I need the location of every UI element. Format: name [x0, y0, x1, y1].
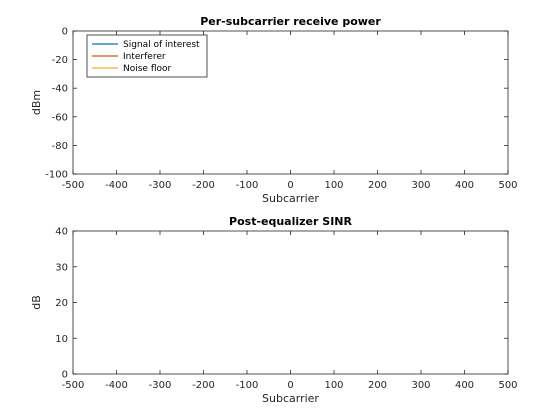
sinr-x-tick-label: -300: [149, 380, 172, 391]
sinr-x-tick-label: 100: [324, 380, 343, 391]
sinr-x-tick-label: -400: [105, 380, 128, 391]
power-x-tick-label: -400: [105, 180, 128, 191]
power-legend-entry: Interferer: [123, 52, 166, 62]
sinr-y-tick-label: 0: [62, 370, 68, 381]
sinr-x-tick-label: 400: [455, 380, 474, 391]
power-x-axis-label: Subcarrier: [262, 192, 319, 205]
sinr-chart-title: Post-equalizer SINR: [229, 215, 352, 228]
sinr-x-tick-label: 0: [287, 380, 293, 391]
power-x-tick-label: 200: [368, 180, 387, 191]
power-x-tick-label: -200: [192, 180, 215, 191]
sinr-x-tick-label: 200: [368, 380, 387, 391]
sinr-y-tick-label: 10: [55, 334, 68, 345]
sinr-y-tick-label: 40: [55, 227, 68, 238]
sinr-y-tick-label: 20: [55, 298, 68, 309]
sinr-x-tick-label: -100: [236, 380, 259, 391]
power-y-tick-label: -60: [52, 112, 68, 123]
power-x-tick-label: -300: [149, 180, 172, 191]
power-x-tick-label: 100: [324, 180, 343, 191]
power-x-tick-label: 500: [498, 180, 517, 191]
power-x-tick-label: -500: [62, 180, 85, 191]
sinr-x-tick-label: -500: [62, 380, 85, 391]
power-y-tick-label: -100: [45, 170, 68, 181]
power-x-tick-label: 0: [287, 180, 293, 191]
power-x-tick-label: 300: [411, 180, 430, 191]
sinr-axes-frame: [72, 230, 509, 375]
power-y-tick-label: -80: [52, 141, 68, 152]
power-y-tick-label: 0: [62, 27, 68, 38]
power-y-tick-label: -40: [52, 84, 68, 95]
sinr-y-tick-label: 30: [55, 262, 68, 273]
sinr-chart-panel: -500 -400 -300 -200 -100 0 100 200 300 400 500 0 10 2…: [30, 215, 518, 405]
power-y-axis-label: dBm: [30, 90, 43, 115]
power-y-tick-label: -20: [52, 55, 68, 66]
power-legend-entry: Signal of interest: [123, 40, 200, 50]
power-chart-title: Per-subcarrier receive power: [200, 15, 381, 28]
sinr-y-axis-label: dB: [30, 295, 43, 310]
sinr-x-axis-label: Subcarrier: [262, 392, 319, 405]
power-chart-panel: -500 -400 -300 -200 -100 0 100 200 300 400 500-100…: [30, 15, 518, 205]
sinr-x-tick-label: 300: [411, 380, 430, 391]
sinr-x-tick-label: 500: [498, 380, 517, 391]
sinr-x-tick-label: -200: [192, 380, 215, 391]
power-legend: Signal of interest Interferer Noise floor: [86, 34, 208, 78]
power-x-tick-label: 400: [455, 180, 474, 191]
power-x-tick-label: -100: [236, 180, 259, 191]
power-legend-entry: Noise floor: [123, 64, 172, 74]
